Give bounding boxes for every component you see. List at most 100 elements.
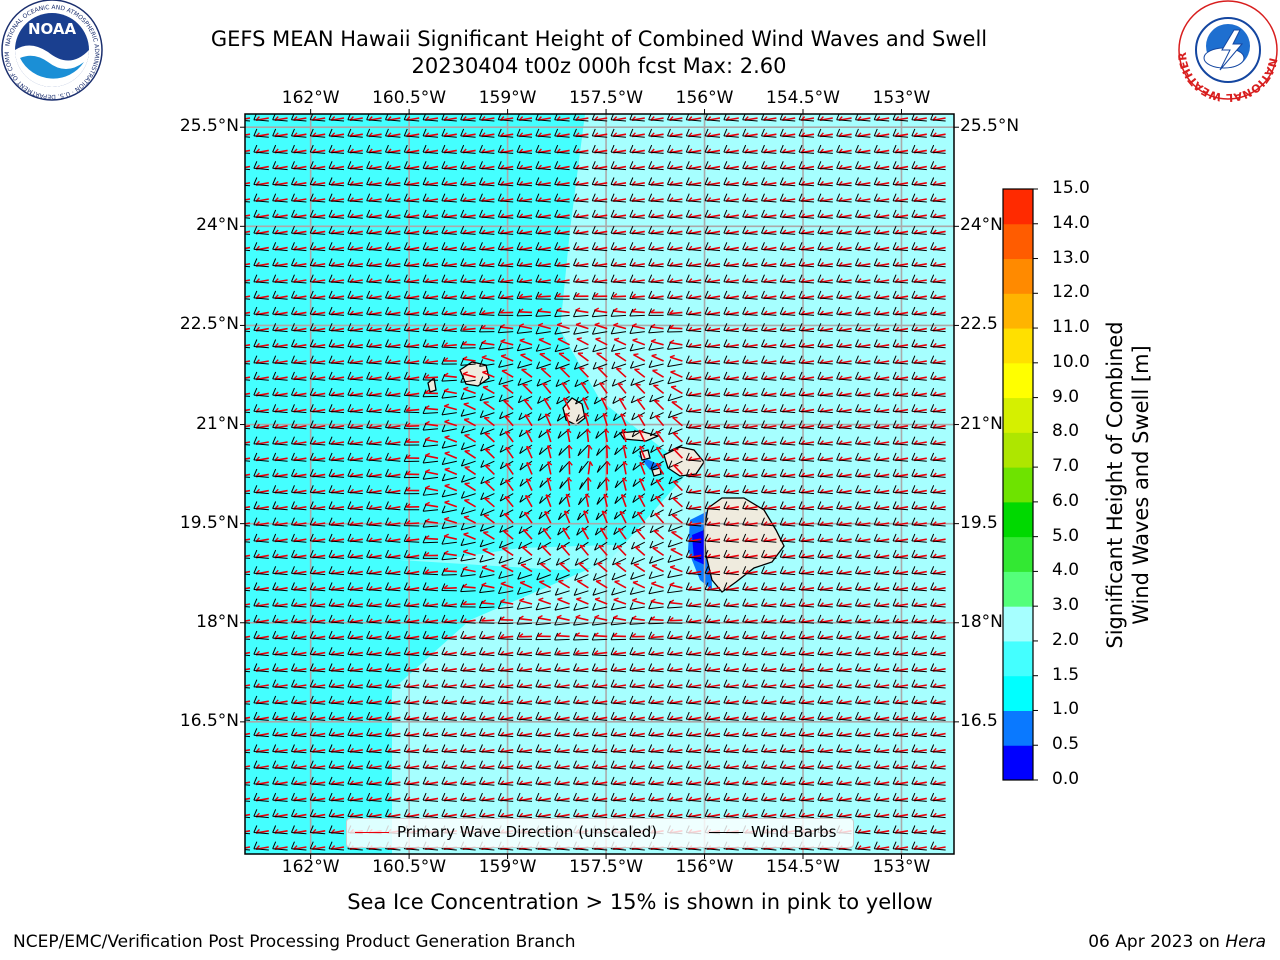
wind-barb-flag: [591, 327, 596, 335]
wind-barb: [310, 151, 326, 154]
wind-barb-flag: [666, 128, 671, 137]
wave-direction-arrow: [546, 477, 552, 491]
wind-barb-flag: [779, 420, 784, 428]
wind-barb-flag: [704, 485, 709, 493]
wave-direction-arrow: [599, 382, 608, 394]
wave-direction-arrowhead: [237, 149, 240, 153]
wind-barb-flag: [854, 323, 859, 331]
wind-barb-flag: [536, 378, 541, 387]
wave-direction-arrowhead: [622, 477, 628, 482]
wind-barb-flag: [610, 225, 615, 234]
wave-direction-arrow: [481, 356, 495, 362]
wind-barb: [911, 151, 927, 154]
wave-direction-arrow: [484, 448, 495, 459]
wind-barb-flag: [723, 387, 728, 396]
wind-barb: [498, 395, 514, 403]
wind-barb-flag: [760, 225, 765, 234]
wind-barb-flag: [253, 371, 258, 380]
wind-barb: [911, 362, 927, 365]
wave-direction-arrowhead: [595, 337, 601, 340]
wind-barb-flag: [535, 144, 540, 153]
wave-direction-arrow: [525, 446, 533, 459]
wind-barb-flag: [497, 193, 502, 201]
wind-barb-flag: [723, 306, 728, 315]
wind-barb: [836, 167, 852, 171]
wind-barb-flag: [798, 306, 803, 315]
wave-direction-arrow: [618, 398, 627, 411]
wave-direction-arrow: [245, 327, 251, 331]
wind-barb: [630, 347, 645, 352]
wind-barb-flag: [779, 339, 784, 347]
wind-barb: [799, 281, 815, 284]
wind-barb: [930, 345, 946, 349]
wind-barb: [329, 362, 345, 365]
wave-direction-arrowhead: [504, 415, 510, 418]
wind-barb-flag: [422, 114, 427, 120]
wind-barb-flag: [403, 177, 408, 185]
wind-barb: [291, 216, 307, 219]
wind-barb-flag: [911, 452, 916, 461]
wind-barb: [705, 329, 721, 333]
wind-barb: [780, 264, 796, 268]
wind-barb-flag: [441, 373, 446, 382]
wind-barb: [668, 444, 683, 452]
wind-barb-flag: [817, 339, 822, 347]
wind-barb-flag: [760, 290, 765, 299]
wind-barb-flag: [403, 193, 408, 201]
wind-barb: [836, 362, 852, 365]
wind-barb: [911, 297, 927, 300]
wind-barb-flag: [499, 477, 504, 486]
wind-barb: [648, 281, 664, 284]
wind-barb-flag: [347, 128, 352, 137]
wind-barb: [423, 135, 439, 138]
wind-barb-flag: [723, 420, 728, 428]
wind-barb-flag: [911, 420, 916, 428]
wave-direction-arrowhead: [464, 498, 470, 501]
wind-barb-flag: [309, 420, 314, 428]
wind-barb: [347, 475, 363, 478]
wind-barb-flag: [403, 323, 408, 331]
wind-barb: [742, 183, 758, 187]
wind-barb-flag: [742, 242, 747, 250]
wind-barb: [632, 444, 646, 455]
wind-barb-flag: [704, 114, 709, 120]
wind-barb-flag: [742, 193, 747, 201]
wind-barb: [817, 297, 833, 300]
wind-barb-flag: [704, 404, 709, 412]
wave-direction-arrowhead: [589, 461, 594, 467]
wind-barb: [874, 475, 890, 478]
wind-barb-flag: [366, 452, 371, 461]
wind-barb-flag: [629, 308, 634, 317]
wind-barb-flag: [366, 193, 371, 201]
wind-barb: [245, 411, 251, 414]
wind-barb-flag: [384, 468, 389, 477]
wind-barb-flag: [572, 161, 577, 169]
wave-direction-arrow: [613, 338, 627, 346]
wind-barb-flag: [516, 128, 521, 137]
wind-barb-flag: [629, 258, 634, 266]
wind-barb: [573, 232, 589, 235]
wind-barb: [893, 151, 909, 154]
wind-barb-flag: [648, 325, 653, 334]
wind-barb: [930, 459, 946, 462]
wave-direction-arrowhead: [485, 464, 491, 467]
wind-barb: [723, 297, 739, 300]
wind-barb: [611, 119, 627, 122]
wind-barb-flag: [760, 161, 765, 169]
wind-barb: [460, 216, 476, 219]
wind-barb-flag: [290, 468, 295, 477]
wind-barb-flag: [610, 177, 615, 185]
wind-barb-flag: [817, 114, 821, 120]
wind-barb: [385, 281, 401, 284]
wave-direction-arrowhead: [579, 367, 585, 370]
wind-barb: [347, 135, 363, 138]
wind-barb-flag: [591, 193, 596, 201]
wind-barb-flag: [290, 485, 295, 493]
wave-direction-arrow: [462, 373, 476, 378]
wave-direction-arrow: [541, 382, 552, 394]
wind-barb: [253, 151, 269, 154]
wind-barb-flag: [723, 177, 728, 185]
wave-direction-arrow: [481, 619, 495, 622]
wind-barb-flag: [573, 327, 578, 335]
wind-barb: [245, 217, 251, 219]
